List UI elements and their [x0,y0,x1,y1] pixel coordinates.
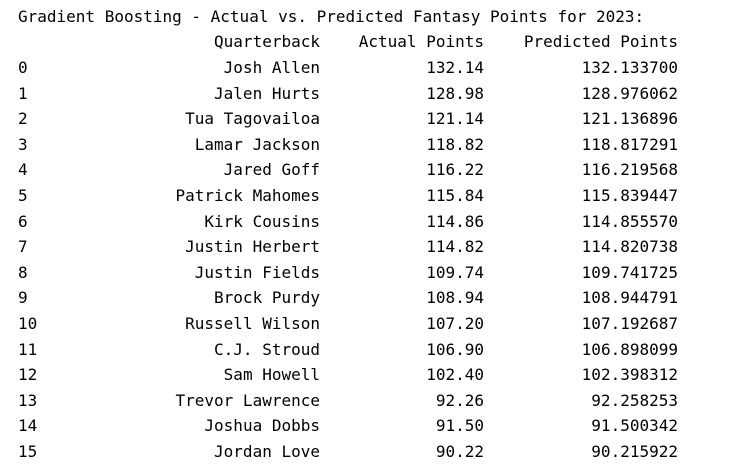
table-row: 6 Kirk Cousins 114.86 114.855570 [0,209,734,235]
row-index: 6 [18,211,28,231]
row-index: 1 [18,83,28,103]
predicted-points-cell: 109.741725 [581,262,678,282]
quarterback-cell: C.J. Stroud [214,339,320,359]
actual-points-cell: 106.90 [426,339,484,359]
predicted-points-cell: 121.136896 [581,109,678,129]
predicted-points-cell: 128.976062 [581,83,678,103]
row-index: 4 [18,160,28,180]
predicted-points-cell: 107.192687 [581,314,678,333]
row-index: 7 [18,237,28,257]
quarterback-cell: Tua Tagovailoa [185,109,320,129]
row-index: 5 [18,186,28,205]
quarterback-cell: Jalen Hurts [214,83,320,103]
table-row: 14 Joshua Dobbs 91.50 91.500342 [0,413,734,439]
table-row: 3 Lamar Jackson 118.82 118.817291 [0,132,734,158]
quarterback-cell: Brock Purdy [214,288,320,308]
actual-points-cell: 108.94 [426,288,484,308]
table-row: 2 Tua Tagovailoa 121.14 121.136896 [0,106,734,132]
row-index: 14 [18,416,38,436]
quarterback-cell: Trevor Lawrence [175,390,321,410]
predicted-points-cell: 116.219568 [581,160,678,180]
actual-points-cell: 90.22 [435,442,484,461]
actual-points-cell: 102.40 [426,365,484,385]
actual-points-cell: 109.74 [426,262,484,282]
table-row: 13 Trevor Lawrence 92.26 92.258253 [0,388,734,414]
predicted-points-cell: 92.258253 [591,390,678,410]
table-row: 0 Josh Allen 132.14 132.133700 [0,55,734,81]
actual-points-cell: 116.22 [426,160,484,180]
table-header: Quarterback Actual Points Predicted Poin… [0,29,734,55]
actual-points-cell: 115.84 [426,186,484,205]
predicted-points-cell: 114.855570 [581,211,678,231]
row-index: 13 [18,390,38,410]
predicted-points-cell: 108.944791 [581,288,678,308]
quarterback-cell: Joshua Dobbs [204,416,320,436]
actual-points-cell: 132.14 [426,58,484,77]
table-row: 7 Justin Herbert 114.82 114.820738 [0,234,734,260]
actual-points-cell: 91.50 [435,416,484,436]
column-header-predicted-points: Predicted Points [523,32,678,51]
predicted-points-cell: 102.398312 [581,365,678,385]
actual-points-cell: 118.82 [426,134,484,154]
table-row: 11 C.J. Stroud 106.90 106.898099 [0,337,734,363]
predicted-points-cell: 118.817291 [581,134,678,154]
quarterback-cell: Patrick Mahomes [175,186,321,205]
table-row: 1 Jalen Hurts 128.98 128.976062 [0,81,734,107]
predicted-points-cell: 114.820738 [581,237,678,257]
predicted-points-cell: 91.500342 [591,416,678,436]
predicted-points-cell: 90.215922 [591,442,678,461]
row-index: 9 [18,288,28,308]
predicted-points-cell: 132.133700 [581,58,678,77]
row-index: 10 [18,314,38,333]
output-title: Gradient Boosting - Actual vs. Predicted… [18,7,645,26]
actual-points-cell: 114.86 [426,211,484,231]
table-row: 4 Jared Goff 116.22 116.219568 [0,157,734,183]
quarterback-cell: Justin Herbert [185,237,320,257]
quarterback-cell: Justin Fields [194,262,320,282]
actual-points-cell: 107.20 [426,314,484,333]
column-header-quarterback: Quarterback [214,32,320,51]
row-index: 0 [18,58,28,77]
quarterback-cell: Jordan Love [214,442,320,461]
predicted-points-cell: 115.839447 [581,186,678,205]
quarterback-cell: Kirk Cousins [204,211,320,231]
row-index: 2 [18,109,28,129]
predicted-points-cell: 106.898099 [581,339,678,359]
table-row: 8 Justin Fields 109.74 109.741725 [0,260,734,286]
column-header-actual-points: Actual Points [358,32,484,51]
quarterback-cell: Josh Allen [223,58,320,77]
quarterback-cell: Sam Howell [223,365,320,385]
quarterback-cell: Russell Wilson [185,314,320,333]
row-index: 8 [18,262,28,282]
table-row: 15 Jordan Love 90.22 90.215922 [0,439,734,465]
quarterback-cell: Jared Goff [223,160,320,180]
row-index: 3 [18,134,28,154]
actual-points-cell: 121.14 [426,109,484,129]
row-index: 15 [18,442,38,461]
quarterback-cell: Lamar Jackson [194,134,320,154]
table-row: 9 Brock Purdy 108.94 108.944791 [0,285,734,311]
table-row: 10 Russell Wilson 107.20 107.192687 [0,311,734,337]
table-row: 12 Sam Howell 102.40 102.398312 [0,362,734,388]
row-index: 11 [18,339,38,359]
table-row: 5 Patrick Mahomes 115.84 115.839447 [0,183,734,209]
actual-points-cell: 128.98 [426,83,484,103]
row-index: 12 [18,365,38,385]
actual-points-cell: 114.82 [426,237,484,257]
actual-points-cell: 92.26 [435,390,484,410]
